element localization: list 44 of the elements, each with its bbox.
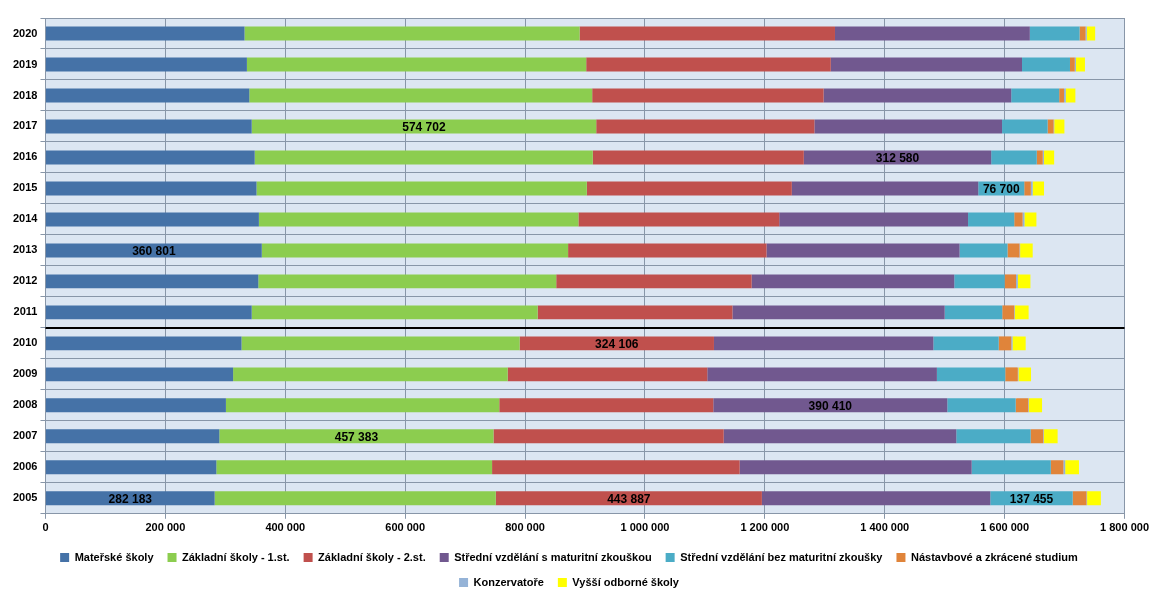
data-label: 312 580	[875, 150, 920, 165]
y-tick-label: 2016	[12, 150, 38, 163]
legend-label: Konzervatoře	[473, 575, 544, 588]
x-tick-label: 1 600 000	[980, 521, 1030, 534]
y-tick-label: 2008	[12, 398, 38, 411]
data-label: 390 410	[808, 398, 853, 413]
data-label: 443 887	[607, 491, 651, 506]
x-tick-label: 1 000 000	[620, 521, 670, 534]
y-tick-label: 2019	[12, 57, 38, 70]
legend-label: Vyšší odborné školy	[572, 575, 680, 588]
x-tick-label: 1 200 000	[740, 521, 790, 534]
legend-label: Nástavbové a zkrácené studium	[910, 550, 1079, 563]
x-tick-label: 200 000	[145, 521, 186, 534]
y-tick-label: 2011	[13, 305, 38, 318]
y-tick-label: 2005	[12, 491, 38, 504]
data-label: 457 383	[334, 429, 379, 444]
y-tick-label: 2006	[12, 460, 38, 473]
y-tick-label: 2018	[12, 88, 38, 101]
data-label: 137 455	[1009, 491, 1054, 506]
data-label: 76 700	[982, 181, 1020, 196]
legend-label: Základní školy - 1.st.	[182, 550, 290, 563]
data-label: 282 183	[108, 491, 153, 506]
legend-label: Střední vzdělání s maturitní zkouškou	[454, 550, 652, 563]
y-tick-label: 2020	[12, 26, 38, 39]
data-label: 574 702	[402, 119, 446, 134]
x-tick-label: 0	[42, 521, 49, 534]
x-tick-label: 600 000	[385, 521, 426, 534]
data-label: 360 801	[132, 243, 176, 258]
y-tick-label: 2013	[12, 243, 38, 256]
x-tick-label: 1 400 000	[860, 521, 910, 534]
y-tick-label: 2009	[12, 367, 38, 380]
legend-label: Základní školy - 2.st.	[318, 550, 426, 563]
x-tick-label: 1 800 000	[1100, 521, 1149, 534]
y-tick-label: 2015	[12, 181, 38, 194]
y-tick-label: 2017	[12, 119, 38, 132]
y-tick-label: 2014	[12, 212, 39, 225]
y-tick-label: 2012	[12, 274, 38, 287]
x-tick-label: 800 000	[505, 521, 545, 534]
data-label: 324 106	[595, 336, 639, 351]
x-tick-label: 400 000	[265, 521, 306, 534]
legend-label: Střední vzdělání bez maturitní zkoušky	[680, 550, 884, 563]
y-tick-label: 2007	[12, 429, 38, 442]
legend-label: Mateřské školy	[74, 550, 155, 563]
y-tick-label: 2010	[12, 336, 38, 349]
